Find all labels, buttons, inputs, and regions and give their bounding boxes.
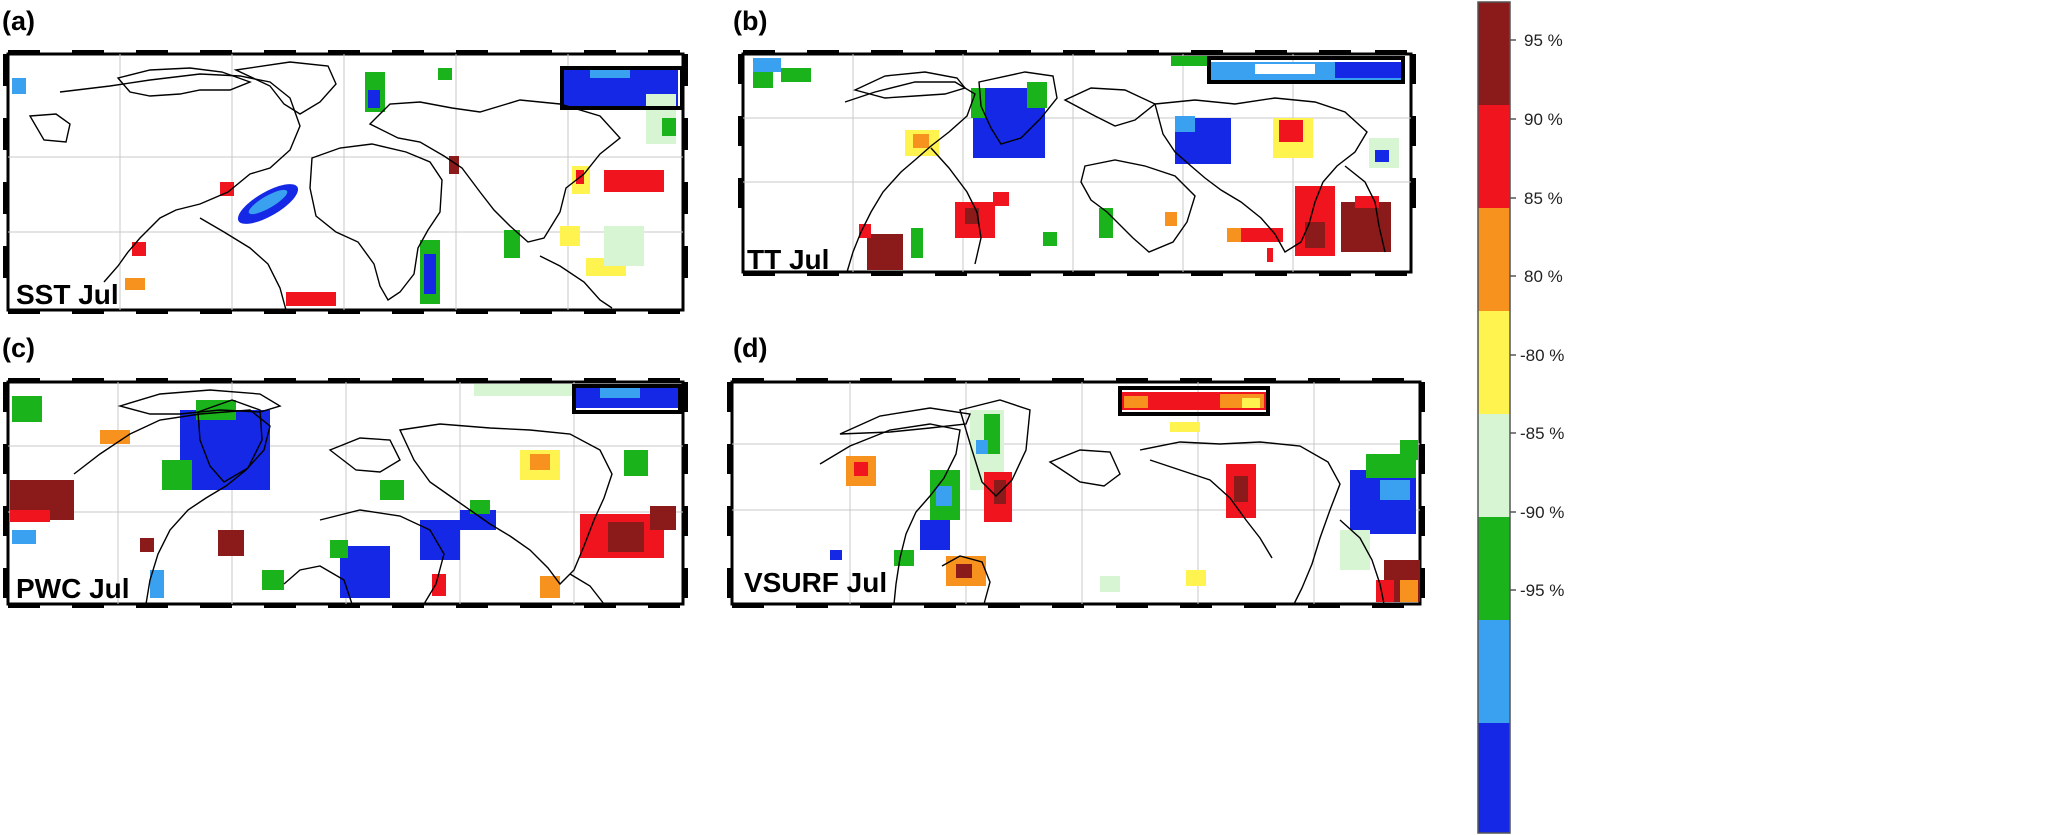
graticule [732, 382, 1420, 604]
panel-c-label: (c) [2, 333, 35, 363]
highlight-box [560, 66, 684, 110]
colorbar-swatch-neg95 [1478, 723, 1510, 833]
colorbar-label-neg90: -90 % [1520, 503, 1564, 522]
coastlines [819, 399, 1385, 605]
map-panel-d: VSURF Jul [727, 378, 1425, 608]
panel-b-label: (b) [733, 6, 768, 36]
significance-blobs [753, 56, 1401, 270]
map-panel-a: SST Jul [3, 50, 688, 314]
map-frame-ticks [738, 50, 1416, 276]
colorbar-label-neg85: -85 % [1520, 424, 1564, 443]
significance-blobs [12, 68, 678, 306]
map-frame-ticks [3, 378, 688, 608]
colorbar-label-neg95: -95 % [1520, 581, 1564, 600]
coastlines [844, 71, 1386, 273]
colorbar-swatch-neg80 [1478, 414, 1510, 517]
colorbar-label-85: 85 % [1524, 189, 1563, 208]
panel-c-title: PWC Jul [16, 573, 130, 604]
colorbar-swatches [1478, 2, 1510, 833]
coastlines [73, 389, 613, 605]
colorbar-swatch-80 [1478, 311, 1510, 414]
significance-blobs [830, 392, 1420, 602]
panel-b-title: TT Jul [747, 244, 829, 275]
colorbar-swatch-95 [1478, 2, 1510, 105]
highlight-box [1207, 56, 1405, 84]
colorbar-swatch-neg90 [1478, 620, 1510, 723]
highlight-box [1118, 386, 1270, 416]
highlight-box [572, 384, 682, 414]
significance-blobs [10, 384, 678, 598]
colorbar-label-80: 80 % [1524, 267, 1563, 286]
panel-d-title: VSURF Jul [744, 567, 887, 598]
map-frame-ticks [727, 378, 1425, 608]
map-panel-c: PWC Jul [3, 378, 688, 608]
coastlines [28, 61, 622, 311]
colorbar-swatch-85 [1478, 208, 1510, 311]
map-panel-b: TT Jul [738, 50, 1416, 276]
colorbar-swatch-90 [1478, 105, 1510, 208]
panel-a-title: SST Jul [16, 279, 119, 310]
panel-a-label: (a) [2, 6, 35, 36]
colorbar-label-neg80: -80 % [1520, 346, 1564, 365]
map-frame-ticks [3, 50, 688, 314]
colorbar-label-95: 95 % [1524, 31, 1563, 50]
colorbar-swatch-neg85 [1478, 517, 1510, 620]
colorbar: 95 % 90 % 85 % 80 % -80 % -85 % -90 % -9… [1477, 1, 1564, 834]
colorbar-label-90: 90 % [1524, 110, 1563, 129]
colorbar-ticks [1510, 39, 1516, 591]
panel-d-label: (d) [733, 333, 768, 363]
